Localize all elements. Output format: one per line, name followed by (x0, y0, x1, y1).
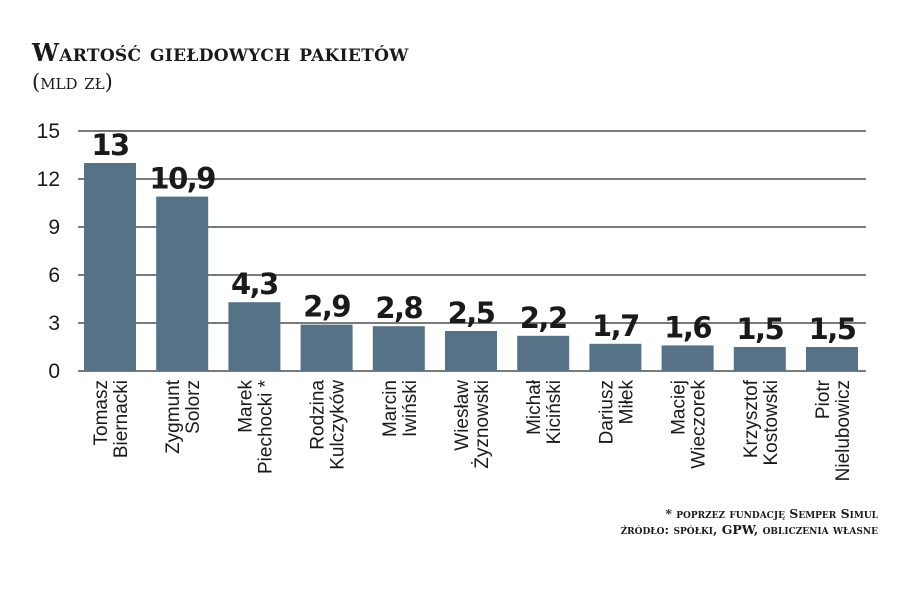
x-tick-label: Krzysztof Kostowski (741, 379, 782, 465)
x-tick-label-line: Żyznowski (472, 380, 493, 469)
x-tick-label: Maciej Wieczorek (669, 380, 710, 469)
x-tick-label: Michał Kiciński (524, 379, 565, 444)
bar (372, 326, 425, 371)
x-tick-label-line: Rodzina (308, 380, 329, 450)
chart-subtitle: (mld zł) (32, 70, 113, 94)
bar (517, 335, 570, 371)
source-note: źródło: spółki, GPW, obliczenia własne (620, 522, 878, 537)
x-tick-label: Wiesław Żyznowski (452, 380, 493, 469)
x-tick-label-line: Kulczyków (328, 380, 349, 470)
x-tick-label-line: Wieczorek (689, 380, 710, 469)
data-label: 1,6 (664, 310, 711, 344)
x-tick-label-line: Biernacki (111, 380, 132, 458)
x-tick-label-line: Marcin (380, 380, 401, 437)
bar (228, 302, 281, 371)
bar (733, 347, 786, 371)
x-tick-label-line: Wiesław (452, 380, 473, 451)
x-tick-label: Dariusz Miłek (596, 380, 637, 445)
bar (84, 163, 136, 371)
x-tick-label-line: Kostowski (761, 380, 782, 466)
y-tick-label: 3 (48, 312, 60, 335)
x-tick-label-line: Michał (524, 379, 545, 435)
x-tick-label-line: Solorz (183, 380, 204, 434)
data-label: 1,7 (592, 309, 639, 343)
bar (806, 347, 858, 371)
data-label: 1,5 (809, 312, 856, 346)
bar (445, 331, 497, 371)
data-label: 10,9 (149, 162, 215, 196)
y-tick-label: 12 (37, 168, 60, 191)
data-label: 13 (91, 128, 128, 162)
x-tick-label-line: Piotr (813, 379, 834, 419)
data-label: 2,5 (448, 296, 495, 330)
y-tick-label: 0 (48, 360, 60, 383)
bar (589, 343, 642, 371)
x-tick-label: Zygmunt Solorz (163, 379, 204, 454)
x-tick-label: Marek Piechocki * (235, 379, 276, 474)
footnote: * poprzez fundację Semper Simul (665, 506, 878, 521)
data-label: 2,2 (520, 301, 567, 335)
x-tick-label-line: Zygmunt (163, 379, 184, 454)
bar (300, 324, 353, 371)
x-tick-label-line: Iwiński (400, 380, 421, 437)
x-tick-label-line: Miłek (616, 380, 637, 425)
x-tick-label-line: Piechocki * (255, 379, 276, 474)
data-label: 1,5 (736, 312, 783, 346)
x-tick-label-line: Dariusz (596, 380, 617, 444)
y-tick-label: 9 (48, 216, 60, 239)
x-tick-label: Rodzina Kulczyków (308, 380, 349, 470)
data-label: 2,9 (303, 290, 350, 324)
x-tick-label-line: Kiciński (544, 380, 565, 444)
x-tick-label-line: Tomasz (91, 380, 112, 445)
data-label: 2,8 (375, 291, 422, 325)
bar (156, 196, 209, 371)
y-tick-label: 15 (37, 120, 60, 143)
x-tick-label: Tomasz Biernacki (91, 380, 132, 458)
x-tick-label: Piotr Nielubowicz (813, 379, 854, 481)
x-tick-label-line: Nielubowicz (833, 380, 854, 481)
data-label: 4,3 (231, 267, 278, 301)
x-tick-label-line: Maciej (669, 380, 690, 435)
chart-title: Wartość giełdowych pakietów (32, 38, 409, 67)
bar (661, 345, 714, 371)
y-tick-label: 6 (48, 264, 60, 287)
x-tick-label-line: Krzysztof (741, 379, 762, 458)
x-tick-label: Marcin Iwiński (380, 380, 421, 437)
x-tick-label-line: Marek (235, 380, 256, 433)
